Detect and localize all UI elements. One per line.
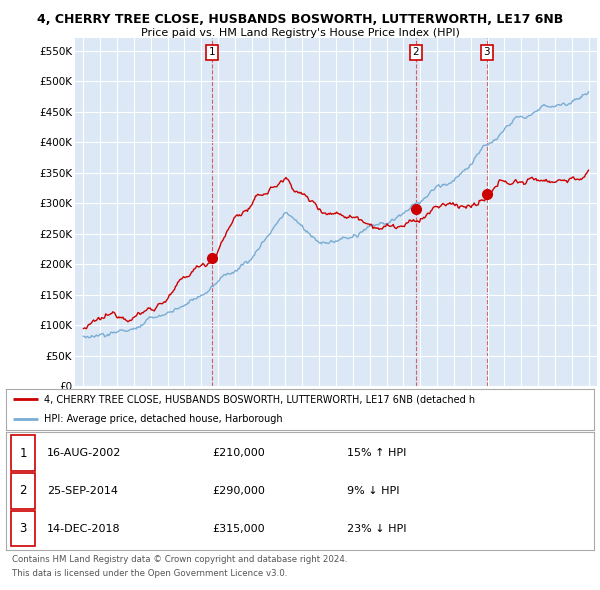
Text: This data is licensed under the Open Government Licence v3.0.: This data is licensed under the Open Gov…	[12, 569, 287, 578]
Text: £315,000: £315,000	[212, 524, 265, 533]
Text: 4, CHERRY TREE CLOSE, HUSBANDS BOSWORTH, LUTTERWORTH, LE17 6NB: 4, CHERRY TREE CLOSE, HUSBANDS BOSWORTH,…	[37, 13, 563, 26]
Text: 14-DEC-2018: 14-DEC-2018	[47, 524, 121, 533]
Text: 25-SEP-2014: 25-SEP-2014	[47, 486, 118, 496]
Text: 4, CHERRY TREE CLOSE, HUSBANDS BOSWORTH, LUTTERWORTH, LE17 6NB (detached h: 4, CHERRY TREE CLOSE, HUSBANDS BOSWORTH,…	[44, 395, 475, 404]
FancyBboxPatch shape	[11, 473, 35, 509]
Text: 1: 1	[208, 47, 215, 57]
Text: 3: 3	[484, 47, 490, 57]
Text: 3: 3	[19, 522, 27, 535]
Text: 15% ↑ HPI: 15% ↑ HPI	[347, 448, 406, 458]
FancyBboxPatch shape	[11, 435, 35, 471]
Text: HPI: Average price, detached house, Harborough: HPI: Average price, detached house, Harb…	[44, 415, 283, 424]
Text: £290,000: £290,000	[212, 486, 265, 496]
Text: £210,000: £210,000	[212, 448, 265, 458]
Text: 16-AUG-2002: 16-AUG-2002	[47, 448, 122, 458]
Text: 1: 1	[19, 447, 27, 460]
Text: 9% ↓ HPI: 9% ↓ HPI	[347, 486, 400, 496]
Text: 2: 2	[19, 484, 27, 497]
FancyBboxPatch shape	[11, 511, 35, 546]
Text: 23% ↓ HPI: 23% ↓ HPI	[347, 524, 407, 533]
Text: Contains HM Land Registry data © Crown copyright and database right 2024.: Contains HM Land Registry data © Crown c…	[12, 555, 347, 563]
Text: 2: 2	[412, 47, 419, 57]
Text: Price paid vs. HM Land Registry's House Price Index (HPI): Price paid vs. HM Land Registry's House …	[140, 28, 460, 38]
